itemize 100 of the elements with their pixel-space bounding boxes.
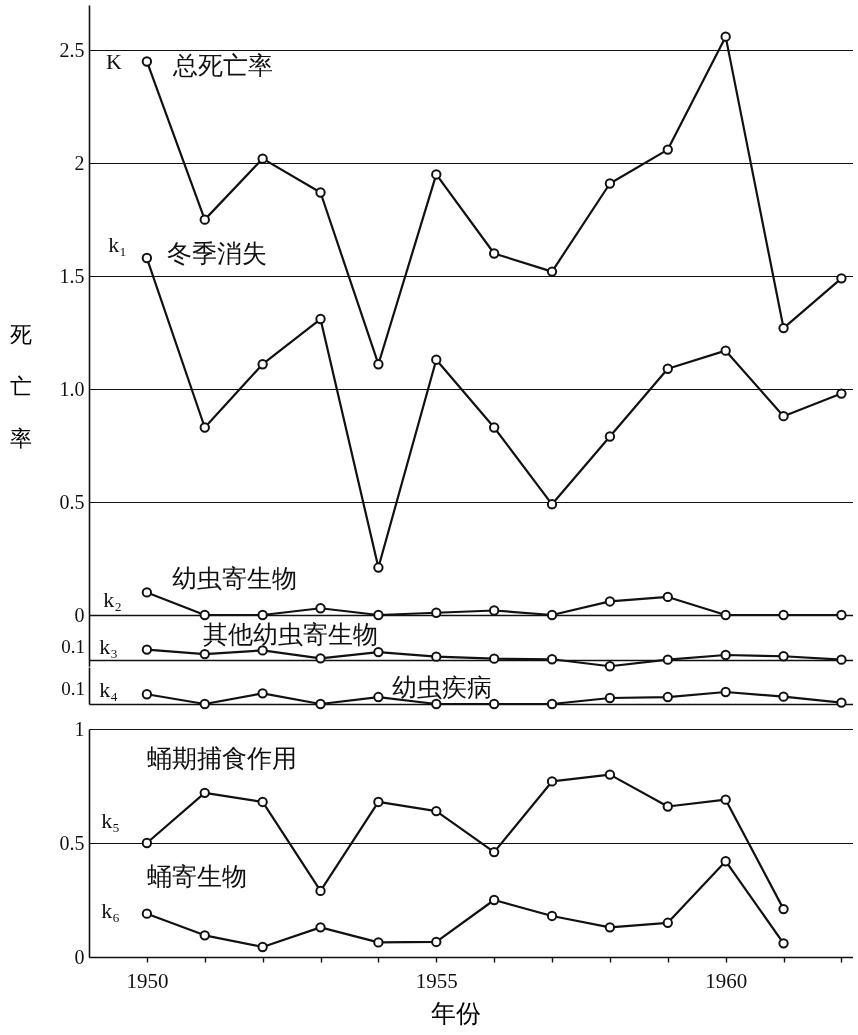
point [836, 609, 847, 621]
point [604, 596, 616, 607]
annotation: k₅ [101, 808, 120, 833]
point [488, 846, 500, 858]
point [604, 661, 616, 672]
point [488, 698, 500, 710]
point [662, 691, 673, 703]
point [720, 609, 731, 621]
point [257, 609, 268, 621]
point [315, 187, 326, 198]
x-tick-label: 1960 [705, 968, 748, 993]
point [141, 644, 153, 655]
point [199, 787, 210, 799]
y-tick-label: 2 [74, 151, 85, 174]
series-label: 冬季消失 [166, 240, 267, 268]
y-tick-label: 0 [74, 945, 85, 968]
y-tick-label: 1 [74, 717, 85, 740]
point [315, 313, 326, 325]
x-tick-label: 1950 [126, 968, 169, 993]
point [199, 609, 210, 621]
point [199, 648, 210, 660]
x-tick-label: 1955 [415, 968, 458, 993]
point [315, 698, 326, 710]
point [778, 903, 789, 915]
point [488, 248, 500, 259]
point [662, 801, 673, 812]
point [720, 31, 731, 42]
point [431, 607, 442, 618]
text: 死亡率 [9, 321, 32, 451]
point [141, 587, 153, 598]
point [546, 910, 558, 922]
point [662, 363, 673, 374]
point [315, 603, 326, 614]
point [662, 654, 673, 665]
point [546, 698, 558, 710]
point [431, 169, 442, 180]
point [836, 273, 847, 284]
point [373, 646, 384, 658]
point [720, 686, 731, 698]
point [257, 645, 268, 656]
series-label: 幼虫疾病 [391, 674, 492, 702]
y-tick-label: 1.0 [59, 377, 85, 400]
point [199, 422, 210, 433]
point [778, 609, 789, 621]
point [546, 266, 558, 277]
annotation: k₂ [103, 587, 122, 612]
series-label: 蛹期捕食作用 [146, 745, 297, 772]
point [546, 654, 558, 665]
point [373, 609, 384, 621]
point [199, 214, 210, 225]
point [662, 144, 673, 155]
point [373, 937, 384, 948]
point [778, 651, 789, 662]
point [488, 653, 500, 664]
point [604, 431, 616, 442]
point [431, 651, 442, 662]
point [720, 649, 731, 661]
point [257, 941, 268, 953]
point [778, 322, 789, 334]
point [257, 359, 268, 370]
point [141, 908, 153, 919]
point [778, 691, 789, 702]
x-axis-title: 年份 [430, 999, 481, 1027]
point [488, 894, 500, 906]
point [315, 653, 326, 664]
annotation: K [106, 49, 123, 74]
point [836, 697, 847, 708]
point [720, 794, 731, 805]
point [720, 345, 731, 356]
y-tick-label: 1.5 [59, 264, 85, 287]
point [141, 252, 153, 264]
point [720, 856, 731, 867]
point [141, 689, 153, 700]
point [141, 56, 153, 67]
text: 0.1 [61, 636, 85, 657]
point [373, 359, 384, 370]
point [488, 605, 500, 616]
point [778, 938, 789, 949]
point [836, 388, 847, 399]
point [315, 885, 326, 897]
point [604, 178, 616, 189]
point [604, 692, 616, 704]
y-tick-label: 0.5 [59, 831, 85, 854]
point [836, 654, 847, 665]
point [141, 837, 153, 849]
point [604, 769, 616, 780]
y-tick-label: 2.5 [59, 38, 85, 61]
point [373, 796, 384, 808]
series-label: 蛹寄生物 [146, 862, 247, 890]
point [431, 936, 442, 948]
annotation: k₁ [108, 232, 127, 257]
point [488, 422, 500, 433]
point [431, 805, 442, 817]
point [778, 411, 789, 422]
text: 0.1 [61, 678, 85, 699]
point [431, 354, 442, 365]
point [199, 698, 210, 710]
point [257, 688, 268, 699]
point [315, 922, 326, 933]
series-label: 幼虫寄生物 [171, 565, 297, 593]
